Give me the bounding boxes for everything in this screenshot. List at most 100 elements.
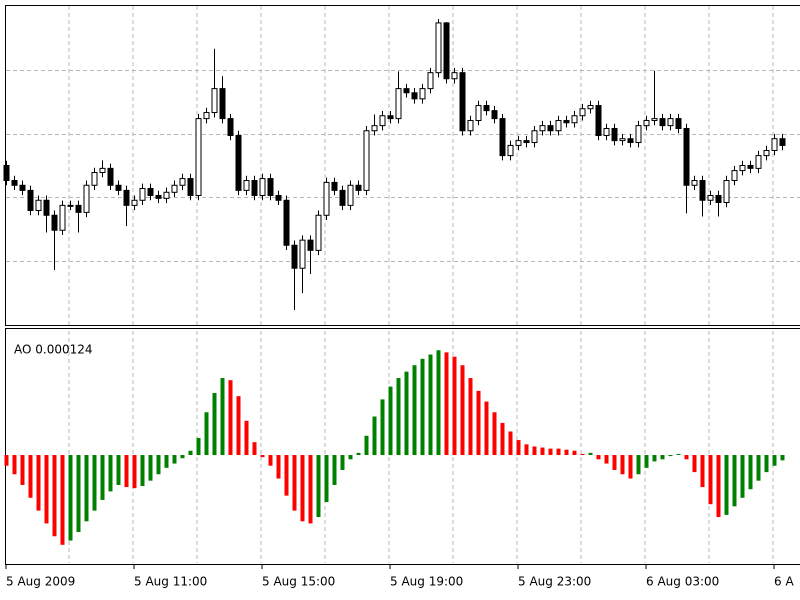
candle-body	[235, 135, 242, 191]
ao-bar	[132, 455, 137, 489]
candle-body	[219, 88, 226, 120]
ao-bar	[748, 455, 753, 490]
ao-bar	[700, 455, 705, 488]
ao-bar	[652, 455, 657, 462]
candle-body	[171, 184, 178, 193]
x-tick-label: 6 Aug 03:00	[646, 575, 719, 589]
ao-bar	[684, 455, 689, 460]
ao-bar	[420, 358, 425, 456]
ao-bar	[612, 455, 617, 470]
candle-body	[419, 88, 426, 100]
x-tick-label: 6 A	[774, 575, 794, 589]
ao-bar	[100, 455, 105, 500]
ao-bar	[4, 455, 9, 466]
candle-body	[227, 118, 234, 137]
ao-bar	[364, 435, 369, 456]
candle-body	[731, 170, 738, 181]
ao-bar	[332, 455, 337, 485]
ao-bar	[380, 399, 385, 456]
ao-bar	[228, 380, 233, 456]
ao-bar	[372, 416, 377, 456]
candle-body	[651, 118, 658, 122]
candle-body	[459, 72, 466, 132]
candle-body	[491, 110, 498, 120]
ao-bar	[396, 378, 401, 456]
candle-body	[243, 179, 250, 191]
candle-body	[267, 178, 274, 196]
candle-body	[547, 125, 554, 132]
ao-bar	[660, 455, 665, 460]
ao-bar	[300, 455, 305, 522]
ao-bar	[484, 401, 489, 456]
candle-body	[643, 120, 650, 127]
candle-body	[275, 194, 282, 201]
ao-bar	[324, 455, 329, 503]
ao-bar	[348, 455, 353, 460]
ao-bar	[28, 455, 33, 498]
candle-body	[307, 239, 314, 251]
ao-bar	[572, 450, 577, 456]
candle-body	[379, 115, 386, 127]
candle-body	[3, 165, 10, 181]
ao-bar	[276, 455, 281, 479]
ao-bar	[668, 455, 673, 457]
ao-bar	[516, 440, 521, 456]
ao-bar	[780, 455, 785, 461]
candle-body	[715, 194, 722, 204]
ao-bar	[740, 455, 745, 498]
candle-body	[723, 179, 730, 204]
candle-body	[563, 120, 570, 124]
candle-body	[771, 138, 778, 152]
candle-body	[251, 179, 258, 196]
ao-bar	[156, 455, 161, 475]
candle-body	[603, 127, 610, 137]
ao-bar	[20, 455, 25, 485]
ao-bar	[204, 412, 209, 456]
candle-body	[435, 22, 442, 74]
candle-body	[451, 72, 458, 80]
candle-body	[595, 105, 602, 137]
ao-bar	[564, 449, 569, 456]
ao-bar	[724, 455, 729, 515]
candle-body	[627, 138, 634, 144]
ao-bar	[292, 455, 297, 511]
ao-bar	[308, 455, 313, 524]
ao-bar	[708, 455, 713, 505]
candle-body	[83, 184, 90, 213]
ao-bar	[36, 455, 41, 511]
candle-body	[499, 118, 506, 157]
ao-bar	[428, 354, 433, 456]
candle-body	[507, 144, 514, 157]
ao-bar	[588, 452, 593, 456]
candle-body	[483, 105, 490, 112]
ao-bar	[236, 396, 241, 456]
candle-body	[739, 165, 746, 172]
ao-bar	[284, 455, 289, 496]
candle-body	[43, 199, 50, 216]
candle-body	[699, 179, 706, 201]
candle-body	[139, 187, 146, 201]
ao-bar	[628, 455, 633, 479]
ao-bar	[188, 450, 193, 456]
ao-bar	[676, 453, 681, 456]
candle-body	[259, 178, 266, 196]
ao-bar	[404, 371, 409, 456]
ao-bar	[252, 442, 257, 456]
ao-bar	[508, 431, 513, 456]
ao-bar	[124, 455, 129, 488]
candle-body	[347, 184, 354, 206]
candle-body	[587, 105, 594, 110]
ao-bar	[444, 352, 449, 456]
candle-body	[339, 189, 346, 206]
candle-body	[187, 178, 194, 196]
candle-body	[355, 184, 362, 191]
candle-body	[363, 130, 370, 191]
ao-bar	[492, 412, 497, 456]
candle-body	[619, 138, 626, 142]
ao-bar	[12, 455, 17, 475]
candle-body	[667, 118, 674, 127]
ao-bar	[732, 455, 737, 507]
ao-bar	[60, 455, 65, 545]
candle-body	[555, 120, 562, 132]
